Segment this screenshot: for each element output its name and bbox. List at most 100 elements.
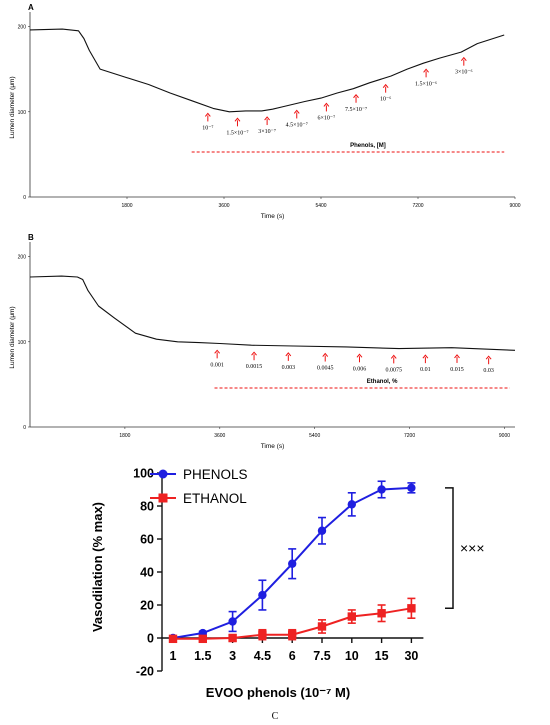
dose-label: 4.5×10⁻⁷ [286, 122, 308, 128]
data-point [228, 617, 237, 626]
dose-arrow [390, 354, 397, 364]
dose-label: 0.006 [353, 366, 367, 372]
dose-arrow [422, 354, 429, 364]
dose-label: 0.0075 [386, 367, 403, 373]
dose-arrow [485, 355, 492, 365]
dose-arrow-head [234, 117, 241, 122]
data-point [168, 634, 178, 644]
dose-arrow-head [322, 352, 329, 357]
dose-arrow [353, 93, 359, 103]
dose-label: 0.001 [210, 362, 224, 368]
dose-arrow-head [285, 352, 292, 357]
data-point [377, 609, 386, 618]
data-point [347, 612, 356, 621]
y-tick-label: 200 [18, 255, 27, 261]
dose-label: 0.003 [282, 365, 296, 371]
y-axis-label: Lumen diameter (μm) [9, 76, 16, 138]
dose-label: 0.0045 [317, 366, 334, 372]
y-tick-label: 0 [147, 632, 154, 646]
data-point [347, 500, 356, 509]
legend-marker [158, 493, 168, 503]
dose-arrow [264, 116, 270, 126]
x-tick-label: 9000 [499, 433, 510, 439]
x-tick-label: 3600 [214, 433, 225, 439]
dose-label: 3×10⁻⁷ [258, 129, 276, 135]
legend-item: ETHANOL [150, 491, 247, 506]
y-tick-label: 100 [18, 340, 27, 346]
dose-arrow [382, 83, 389, 93]
dose-arrow-head [454, 354, 460, 359]
panel-label: C [272, 711, 279, 722]
x-tick-label: 3 [229, 649, 236, 663]
y-axis-label: Lumen diameter (μm) [9, 306, 16, 368]
y-tick-label: 60 [140, 533, 154, 547]
x-tick-label: 9000 [509, 203, 520, 209]
x-tick-label: 3600 [218, 203, 229, 209]
dose-label: 0.0015 [246, 364, 263, 370]
data-point [258, 630, 267, 639]
dose-arrow-head [422, 354, 429, 359]
dose-label: 3×10⁻⁶ [455, 70, 473, 76]
x-tick-label: 7200 [404, 433, 415, 439]
data-point [258, 590, 267, 600]
dose-arrow [423, 68, 429, 78]
dose-label: 0.015 [450, 367, 464, 373]
x-tick-label: 7.5 [313, 649, 330, 663]
x-tick-label: 5400 [309, 433, 320, 439]
x-tick-label: 5400 [315, 203, 326, 209]
dose-arrow-head [264, 116, 270, 121]
x-tick-label: 1.5 [194, 649, 211, 663]
dose-arrow-head [356, 353, 363, 358]
legend-item: PHENOLS [150, 467, 248, 482]
panel-c: -20 0 20 40 60 80 100 1 1.5 3 4.5 6 7.5 10 15 30 EVOO ph… [90, 467, 485, 723]
x-tick-label: 4.5 [254, 649, 271, 663]
data-point [317, 526, 327, 535]
y-tick-label: 200 [18, 25, 27, 31]
y-tick-label: 100 [18, 110, 27, 116]
trace-line [29, 28, 505, 113]
dose-label: 1.5×10⁻⁷ [226, 130, 248, 136]
x-tick-label: 30 [404, 649, 418, 663]
dose-label: 7.5×10⁻⁷ [345, 107, 367, 113]
x-tick-label: 7200 [412, 203, 423, 209]
dose-label: 0.01 [420, 367, 431, 373]
x-tick-label: 1800 [121, 203, 132, 209]
legend-label: ETHANOL [183, 491, 247, 506]
data-point [317, 622, 327, 631]
dose-arrow [323, 102, 330, 112]
panel-label: A [28, 3, 34, 12]
dose-arrow-head [423, 68, 429, 73]
dose-arrow-head [382, 83, 389, 88]
y-tick-label: 40 [140, 566, 154, 580]
panel-label: B [28, 233, 34, 242]
data-point [407, 483, 416, 493]
dose-label: 10⁻⁶ [380, 97, 391, 103]
significance-bracket [445, 487, 454, 610]
y-axis-label: Vasodilation (% max) [90, 502, 105, 632]
y-tick-label: 20 [140, 599, 154, 613]
dose-arrow-head [293, 109, 300, 114]
dose-arrow-head [485, 355, 492, 360]
series-ethanol [168, 597, 416, 644]
dose-arrow-head [251, 351, 257, 356]
x-axis-label: Time (s) [261, 213, 285, 220]
y-tick-label: 80 [140, 500, 154, 514]
dose-arrow [204, 112, 211, 122]
data-point [198, 634, 207, 644]
x-tick-label: 1 [170, 649, 177, 663]
x-axis-label: EVOO phenols (10⁻⁷ M) [206, 685, 350, 700]
dose-arrow-head [353, 93, 359, 99]
trace-line [29, 275, 516, 351]
data-point [288, 559, 297, 568]
dose-arrow [454, 354, 460, 363]
dose-arrow [214, 349, 221, 359]
dose-label: 10⁻⁷ [202, 125, 213, 131]
x-tick-label: 6 [289, 649, 296, 663]
dose-arrow-head [214, 349, 221, 354]
panel-a: A 0 100 200 1800 3600 5400 7200 9000 Time (s) Lume… [9, 3, 521, 220]
y-tick-label: 0 [23, 195, 26, 201]
dose-arrow [460, 56, 467, 66]
y-tick-label: 0 [23, 425, 26, 431]
x-tick-label: 15 [375, 649, 389, 663]
